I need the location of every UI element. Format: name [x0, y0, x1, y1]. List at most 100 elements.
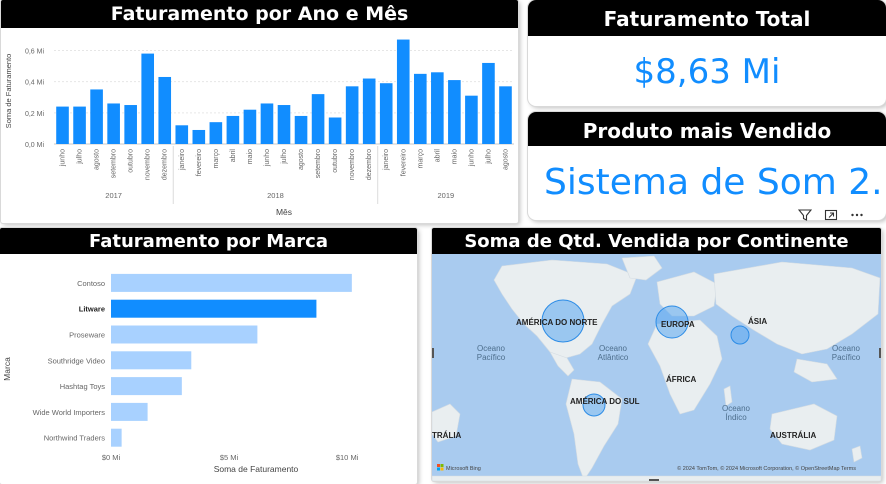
land-central-america — [549, 351, 575, 377]
map-title: Soma de Qtd. Vendida por Continente — [432, 228, 881, 254]
revenue-bar — [175, 125, 189, 144]
bubble-north-america[interactable] — [541, 299, 585, 343]
revenue-bar — [56, 106, 69, 144]
map-land — [432, 255, 881, 481]
x-tick-label: julho — [281, 149, 288, 165]
y-tick-label: 0,0 Mi — [25, 142, 45, 149]
more-options-icon[interactable] — [850, 208, 864, 225]
year-label: 2019 — [438, 191, 455, 200]
y-tick-label: Contoso — [77, 279, 105, 288]
brand-bar — [111, 351, 192, 370]
label-europe: EUROPA — [661, 320, 695, 329]
brand-bar — [111, 325, 258, 344]
x-tick-label: julho — [77, 149, 84, 165]
label-north-america: AMÉRICA DO NORTE — [516, 318, 598, 327]
bing-logo-square-3 — [437, 467, 440, 471]
revenue-bar — [413, 73, 427, 144]
bubble-south-america[interactable] — [582, 393, 606, 417]
visual-header-icons — [797, 208, 864, 225]
brand-bar — [111, 428, 122, 447]
x-tick-label: abril — [434, 149, 441, 163]
revenue-bar — [328, 117, 342, 144]
land-africa — [647, 319, 723, 415]
map-attribution[interactable]: © 2024 TomTom, © 2024 Microsoft Corporat… — [677, 465, 856, 472]
label-australia-edge: TRÁLIA — [432, 431, 462, 440]
ocean-pacific-west-2: Pacífico — [477, 353, 506, 362]
land-asia — [713, 261, 881, 355]
label-asia: ÁSIA — [748, 317, 767, 326]
x-tick-label: outubro — [332, 149, 339, 173]
x-tick-label: novembro — [145, 149, 152, 180]
bubble-asia[interactable] — [730, 325, 750, 345]
ocean-indian-1: Oceano — [722, 404, 751, 413]
land-southeast-asia — [793, 358, 838, 383]
filter-icon[interactable] — [797, 208, 813, 225]
brand-chart-title: Faturamento por Marca — [0, 228, 417, 254]
revenue-column-chart[interactable]: 0,0 Mi 0,2 Mi 0,4 Mi 0,6 Mi Soma de Faturame… — [1, 28, 518, 223]
world-map[interactable]: AMÉRICA DO NORTE EUROPA ÁSIA ÁFRICA AMÉR… — [432, 254, 881, 481]
ocean-labels: Oceano Pacífico Oceano Atlântico Oceano … — [477, 344, 861, 422]
y-tick-label: Hashtag Toys — [60, 382, 106, 391]
brand-bar — [111, 299, 317, 318]
revenue-bar — [192, 129, 206, 144]
revenue-bar — [73, 106, 86, 144]
land-australia-west-edge — [432, 403, 461, 443]
x-tick-label: maio — [451, 149, 458, 164]
revenue-bar — [465, 95, 478, 144]
revenue-bar — [482, 62, 495, 144]
x-tick-label: agosto — [502, 149, 509, 170]
brand-bar — [111, 402, 148, 421]
resize-handle-bottom[interactable] — [649, 479, 659, 481]
x-tick-label: março — [417, 149, 424, 169]
revenue-bar — [141, 53, 155, 144]
label-australia: AUSTRÁLIA — [770, 431, 816, 440]
bing-logo-square-1 — [437, 464, 440, 467]
bing-logo-text: Microsoft Bing — [446, 466, 481, 472]
resize-handle-left[interactable] — [432, 348, 434, 358]
year-label: 2018 — [267, 191, 284, 200]
x-tick-label: $0 Mi — [102, 453, 121, 462]
x-tick-label: fevereiro — [400, 149, 407, 176]
bing-logo: Microsoft Bing — [437, 464, 481, 472]
revenue-bar — [379, 83, 393, 144]
x-tick-label: janeiro — [383, 149, 390, 171]
x-tick-label: dezembro — [162, 149, 169, 180]
x-tick-label: setembro — [315, 149, 322, 178]
focus-mode-icon[interactable] — [824, 208, 838, 225]
x-tick-label: outubro — [128, 149, 135, 173]
revenue-bar — [499, 86, 512, 144]
x-tick-label: agosto — [94, 149, 101, 170]
x-tick-label: julho — [485, 149, 492, 165]
x-axis-title: Soma de Faturamento — [214, 464, 299, 474]
revenue-bar — [431, 72, 444, 144]
revenue-bar — [226, 115, 240, 144]
x-tick-label: junho — [60, 149, 67, 167]
revenue-bar — [345, 86, 359, 144]
map-bubbles — [541, 299, 750, 417]
x-tick-label: junho — [468, 149, 475, 167]
revenue-bar — [90, 89, 103, 144]
y-tick-label: Southridge Video — [48, 356, 105, 365]
ocean-atlantic-2: Atlântico — [598, 353, 629, 362]
revenue-bar — [311, 94, 325, 144]
revenue-bar — [396, 39, 410, 144]
top-product-title: Produto mais Vendido — [528, 112, 886, 146]
total-revenue-card[interactable]: Faturamento Total $8,63 Mi — [528, 0, 886, 106]
revenue-by-brand-visual[interactable]: Faturamento por Marca Contoso Litware Pros… — [0, 228, 417, 484]
total-revenue-title: Faturamento Total — [528, 0, 886, 36]
bubble-europe[interactable] — [655, 305, 689, 339]
x-tick-label: novembro — [349, 149, 356, 180]
land-south-america — [565, 378, 623, 481]
top-product-card[interactable]: Produto mais Vendido Sistema de Som 2...… — [528, 112, 886, 220]
revenue-bar — [107, 103, 120, 144]
revenue-by-month-visual[interactable]: Faturamento por Ano e Mês 0,0 Mi 0,2 Mi 0,… — [1, 0, 518, 223]
label-south-america: AMÉRICA DO SUL — [570, 397, 640, 406]
brand-bar-chart[interactable]: Contoso Litware Proseware Southridge Video H… — [0, 254, 417, 484]
brand-bar — [111, 273, 352, 292]
quantity-by-continent-map-visual[interactable]: Soma de Qtd. Vendida por Continente — [432, 228, 881, 481]
ocean-indian-2: Índico — [725, 413, 747, 422]
resize-handle-right[interactable] — [879, 348, 881, 358]
land-madagascar — [723, 385, 733, 407]
revenue-chart-title: Faturamento por Ano e Mês — [1, 0, 518, 28]
y-tick-label: Wide World Importers — [33, 408, 106, 417]
